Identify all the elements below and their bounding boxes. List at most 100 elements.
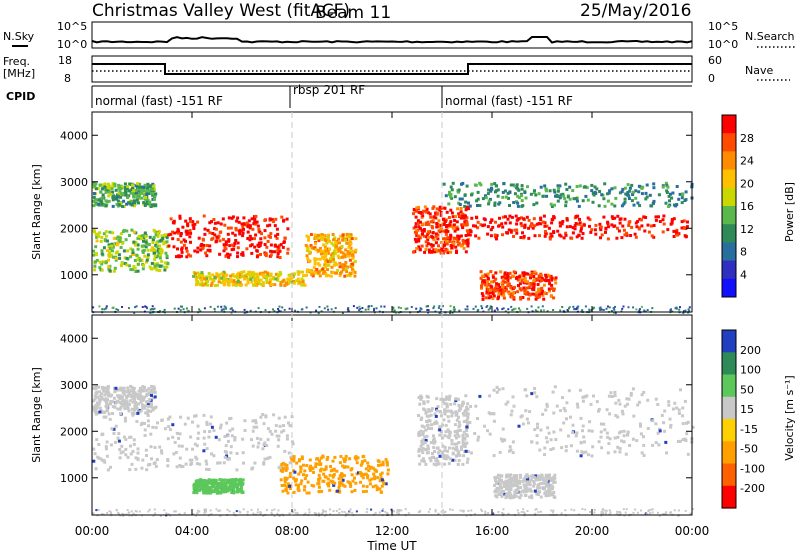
scatter-cell (435, 250, 439, 253)
scatter-cell (347, 235, 351, 239)
scatter-cell (325, 458, 329, 461)
scatter-cell (462, 216, 466, 220)
ground-scatter-cell (249, 309, 252, 312)
scatter-cell (230, 274, 234, 278)
scatter-cell (557, 186, 561, 190)
scatter-cell (518, 282, 522, 286)
scatter-cell (456, 397, 460, 401)
scatter-cell (242, 461, 245, 465)
ground-scatter-cell (122, 514, 125, 517)
scatter-cell (326, 260, 330, 264)
scatter-cell (141, 388, 145, 392)
scatter-cell (501, 225, 505, 229)
scatter-cell (230, 485, 234, 489)
scatter-cell (307, 491, 311, 495)
scatter-cell (121, 230, 125, 233)
scatter-cell (636, 201, 640, 205)
scatter-cell (257, 228, 261, 231)
scatter-cell (115, 243, 119, 247)
scatter-cell (177, 436, 181, 440)
scatter-cell (681, 192, 685, 196)
scatter-cell (453, 402, 457, 406)
ground-scatter-cell (163, 509, 166, 512)
scatter-cell (332, 257, 335, 261)
scatter-cell (216, 461, 220, 465)
scatter-cell (353, 476, 356, 480)
scatter-cell (417, 414, 420, 417)
scatter-cell (667, 400, 671, 404)
scatter-cell (431, 243, 435, 247)
scatter-cell (590, 189, 594, 193)
freq-left-tick-low: 8 (64, 72, 71, 85)
ground-scatter-cell (348, 511, 351, 514)
scatter-cell (437, 244, 440, 248)
scatter-cell (307, 259, 311, 263)
scatter-cell (288, 424, 292, 428)
ground-scatter-cell (165, 512, 168, 515)
ground-scatter-cell (410, 306, 413, 308)
scatter-cell (283, 284, 287, 287)
scatter-cell (550, 205, 554, 208)
scatter-cell (124, 394, 128, 398)
scatter-cell (151, 240, 155, 244)
scatter-cell (552, 287, 556, 291)
scatter-cell (608, 412, 612, 416)
scatter-cell (587, 429, 591, 433)
scatter-cell (337, 477, 341, 481)
ground-scatter-cell (378, 511, 381, 514)
ground-scatter-cell (546, 310, 549, 313)
scatter-cell (138, 393, 141, 397)
scatter-cell (382, 482, 386, 486)
scatter-cell (226, 481, 229, 485)
freq-label-line2: [MHz] (3, 67, 35, 80)
scatter-cell (510, 295, 514, 299)
scatter-cell (501, 427, 505, 431)
scatter-cell (134, 467, 138, 471)
scatter-cell (567, 434, 570, 438)
scatter-cell (425, 419, 428, 423)
scatter-cell (92, 399, 96, 403)
scatter-cell (117, 192, 121, 196)
scatter-cell (210, 220, 213, 224)
scatter-cell (444, 194, 448, 198)
ground-scatter-cell (204, 510, 207, 513)
scatter-cell (116, 407, 120, 411)
scatter-cell (548, 237, 552, 241)
scatter-cell (628, 189, 632, 193)
scatter-cell (421, 451, 425, 455)
scatter-cell (152, 187, 156, 191)
scatter-cell (250, 251, 254, 255)
scatter-cell (215, 239, 218, 243)
ground-scatter-cell (257, 508, 259, 511)
scatter-cell (193, 249, 197, 253)
scatter-cell (116, 194, 120, 198)
scatter-cell (326, 235, 330, 239)
scatter-cell (343, 274, 347, 278)
scatter-cell (510, 215, 514, 219)
scatter-cell (248, 224, 252, 228)
scatter-cell (542, 214, 546, 218)
scatter-cell (152, 385, 156, 389)
scatter-cell (351, 249, 355, 253)
scatter-cell (462, 454, 466, 458)
scatter-cell (268, 429, 272, 433)
ground-scatter-cell (474, 305, 477, 308)
ground-scatter-cell (296, 512, 299, 515)
scatter-cell (205, 491, 209, 495)
ground-scatter-cell (613, 311, 615, 314)
scatter-cell (545, 478, 549, 482)
scatter-cell (350, 490, 354, 494)
ground-scatter-cell (559, 309, 562, 312)
ground-scatter-cell (602, 508, 605, 511)
scatter-cell (682, 226, 686, 230)
scatter-cell (154, 405, 158, 409)
scatter-cell (644, 191, 648, 195)
scatter-cell (206, 228, 210, 232)
scatter-cell (532, 279, 536, 283)
scatter-cell (506, 400, 510, 404)
scatter-cell (238, 487, 242, 491)
scatter-cell (122, 392, 126, 396)
scatter-cell (551, 218, 555, 222)
scatter-cell (677, 408, 681, 412)
scatter-cell (638, 204, 642, 208)
